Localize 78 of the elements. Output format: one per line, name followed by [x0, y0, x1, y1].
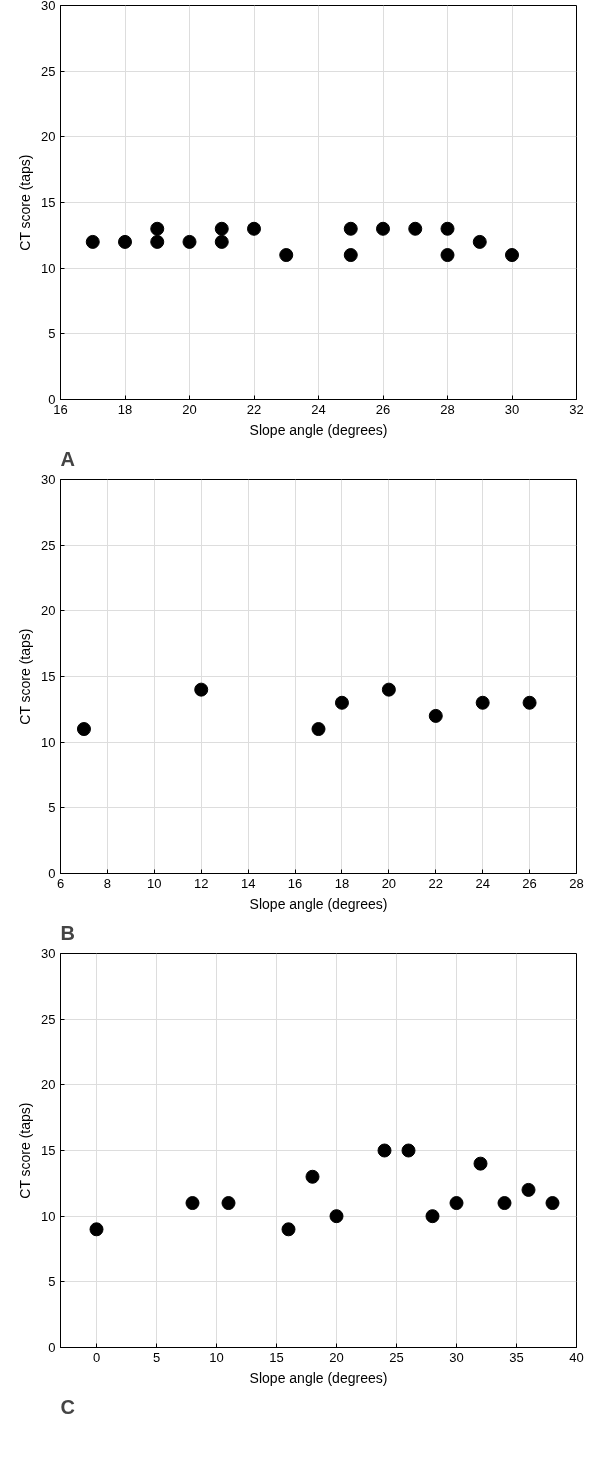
x-tick-label: 32	[569, 401, 584, 417]
y-tick-label: 10	[41, 734, 56, 750]
y-axis-title: CT score (taps)	[17, 154, 34, 251]
point	[377, 1143, 392, 1158]
y-tick-label: 10	[41, 1208, 56, 1224]
x-tick-label: 18	[334, 875, 350, 891]
y-tick-label: 25	[41, 63, 56, 79]
x-axis-title: Slope angle (degrees)	[249, 895, 388, 912]
point	[428, 708, 443, 723]
point	[497, 1196, 512, 1211]
point	[281, 1222, 296, 1237]
x-tick-label: 30	[449, 1349, 464, 1365]
y-tick-label: 25	[41, 537, 56, 553]
point	[401, 1143, 416, 1158]
x-tick-label: 16	[287, 875, 303, 891]
y-tick-label: 15	[41, 1143, 56, 1158]
x-tick-label: 35	[509, 1349, 524, 1365]
text: B	[60, 921, 75, 944]
point	[311, 722, 326, 737]
x-tick-label: 26	[522, 875, 537, 891]
x-tick-label: 22	[246, 401, 262, 417]
x-tick-label: 5	[152, 1349, 161, 1365]
x-tick-label: 24	[311, 401, 326, 417]
x-tick-label: 18	[117, 401, 133, 417]
x-tick-label: 30	[504, 401, 520, 417]
x-tick-label: 0	[92, 1349, 101, 1365]
x-tick-label: 10	[147, 875, 162, 891]
x-tick-label: 8	[103, 875, 112, 891]
y-tick-label: 5	[48, 1274, 56, 1290]
x-axis-title: Slope angle (degrees)	[249, 1369, 388, 1386]
y-tick-label: 25	[41, 1011, 56, 1027]
x-tick-label: 22	[428, 875, 444, 891]
y-axis-title: CT score (taps)	[17, 628, 34, 725]
x-tick-label: 25	[389, 1349, 404, 1365]
point	[545, 1196, 560, 1211]
x-tick-label: 40	[569, 1349, 584, 1365]
point	[89, 1222, 104, 1237]
x-tick-label: 28	[569, 875, 584, 891]
y-tick-label: 20	[41, 603, 56, 619]
x-tick-label: 15	[269, 1349, 284, 1365]
y-tick-label: 30	[41, 946, 56, 961]
x-tick-label: 20	[381, 875, 397, 891]
y-tick-label: 15	[41, 669, 56, 684]
point	[76, 722, 91, 737]
x-tick-label: 10	[209, 1349, 224, 1365]
point	[473, 1156, 488, 1171]
x-tick-label: 12	[194, 875, 209, 891]
point	[475, 695, 490, 710]
x-tick-label: 28	[440, 401, 455, 417]
point	[221, 1196, 236, 1211]
point	[521, 1182, 536, 1197]
point	[334, 695, 349, 710]
point	[425, 1209, 440, 1224]
point	[305, 1169, 320, 1184]
x-tick-label: 14	[240, 875, 256, 891]
y-tick-label: 10	[41, 260, 56, 276]
x-tick-label: 20	[329, 1349, 344, 1365]
point	[194, 682, 209, 697]
y-tick-label: 20	[41, 129, 56, 145]
text: C	[60, 1395, 75, 1418]
y-tick-label: 30	[41, 0, 56, 13]
x-tick-label: 24	[475, 875, 490, 891]
point	[522, 695, 537, 710]
y-axis-title: CT score (taps)	[17, 1102, 34, 1199]
y-tick-label: 5	[48, 326, 56, 342]
point	[185, 1196, 200, 1211]
point	[329, 1209, 344, 1224]
x-axis-title: Slope angle (degrees)	[249, 421, 388, 438]
x-tick-label: 6	[56, 875, 65, 891]
y-tick-label: 30	[41, 472, 56, 487]
y-tick-label: 5	[48, 800, 56, 816]
point	[381, 682, 396, 697]
point	[449, 1196, 464, 1211]
y-tick-label: 20	[41, 1077, 56, 1093]
text: A	[60, 447, 75, 470]
x-tick-label: 26	[375, 401, 391, 417]
x-tick-label: 20	[182, 401, 197, 417]
y-tick-label: 15	[41, 195, 56, 210]
